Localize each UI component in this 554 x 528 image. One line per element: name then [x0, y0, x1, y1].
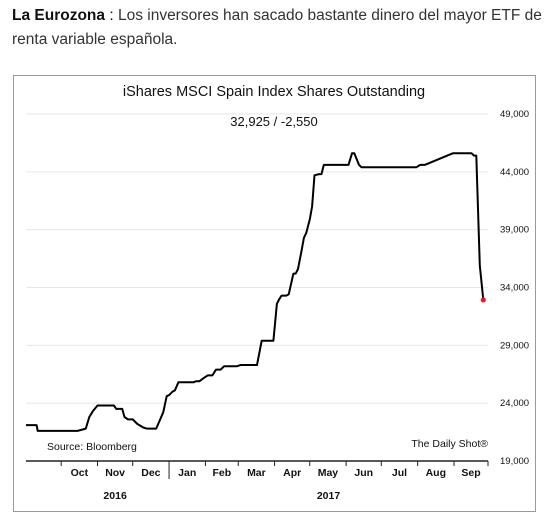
x-month-label: Sep [461, 467, 480, 479]
x-month-label: May [318, 467, 339, 479]
caption-separator: : [109, 7, 114, 24]
y-tick-label: 24,000 [500, 398, 529, 409]
chart-frame: iShares MSCI Spain Index Shares Outstand… [13, 75, 536, 512]
x-month-label: Jul [392, 467, 407, 479]
chart: iShares MSCI Spain Index Shares Outstand… [26, 84, 529, 502]
x-month-label: Apr [283, 467, 301, 479]
chart-title: iShares MSCI Spain Index Shares Outstand… [123, 84, 425, 100]
y-tick-label: 29,000 [500, 340, 529, 351]
x-month-label: Dec [141, 467, 160, 479]
caption: La Eurozona : Los inversores han sacado … [12, 4, 542, 52]
series-line [26, 152, 485, 432]
x-month-label: Nov [105, 467, 125, 479]
x-month-label: Oct [71, 467, 89, 479]
credit-label: The Daily Shot® [411, 438, 488, 450]
caption-text: Los inversores han sacado bastante diner… [12, 7, 542, 48]
gridlines [26, 113, 488, 404]
end-point-marker [480, 297, 486, 303]
y-tick-label: 49,000 [500, 109, 529, 120]
x-month-label: Jan [178, 467, 196, 479]
y-axis-ticks: 49,000 44,000 39,000 34,000 29,000 24,000 19,0… [500, 109, 529, 467]
x-month-label: Feb [212, 467, 231, 479]
x-month-label: Aug [426, 467, 446, 479]
y-tick-label: 39,000 [500, 225, 529, 236]
y-tick-label: 19,000 [500, 456, 529, 467]
y-tick-label: 44,000 [500, 167, 529, 178]
caption-bold: La Eurozona [12, 7, 106, 24]
x-year-label: 2017 [317, 490, 341, 502]
plot-area [26, 152, 486, 432]
x-month-label: Mar [247, 467, 266, 479]
source-label: Source: Bloomberg [47, 441, 137, 453]
x-year-label: 2016 [103, 490, 127, 502]
chart-subtitle: 32,925 / -2,550 [230, 114, 317, 129]
x-month-label: Jun [354, 467, 373, 479]
y-tick-label: 34,000 [500, 283, 529, 294]
x-axis: Oct Nov Dec Jan Feb Mar Apr May Jun Jul Aug Sep 2016… [26, 460, 489, 502]
